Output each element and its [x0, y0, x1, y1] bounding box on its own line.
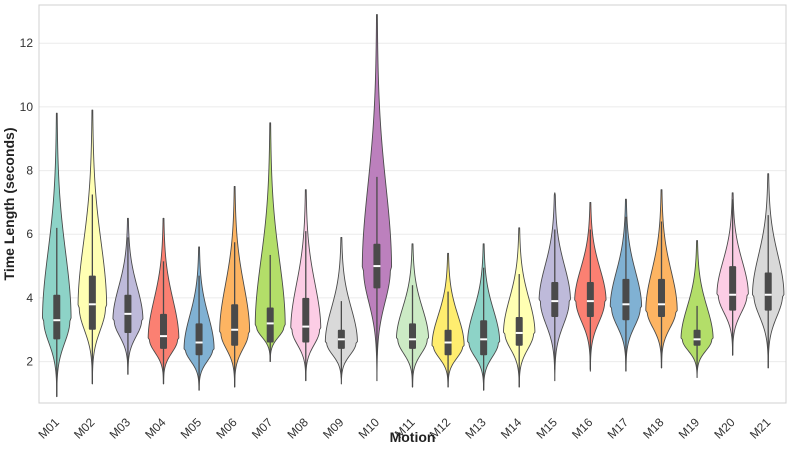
iqr-box-M14: [515, 317, 523, 346]
x-tick-label: M17: [605, 415, 632, 442]
x-axis-title: Motion: [390, 429, 436, 445]
x-tick-label: M18: [640, 415, 667, 442]
y-tick-label: 4: [26, 291, 33, 305]
iqr-box-M15: [551, 282, 559, 318]
iqr-box-M13: [480, 320, 488, 356]
iqr-box-M21: [764, 272, 772, 311]
iqr-box-M02: [88, 275, 96, 330]
x-tick-label: M06: [213, 415, 240, 442]
x-tick-label: M16: [569, 415, 596, 442]
x-tick-label: M19: [676, 415, 703, 442]
y-axis-title: Time Length (seconds): [1, 128, 17, 281]
x-tick-label: M14: [498, 415, 525, 442]
x-tick-label: M20: [711, 415, 738, 442]
iqr-box-M06: [231, 304, 239, 346]
x-tick-label: M04: [142, 415, 169, 442]
iqr-box-M19: [693, 329, 701, 346]
x-tick-label: M02: [71, 415, 98, 442]
x-tick-label: M08: [285, 415, 312, 442]
iqr-box-M17: [622, 278, 630, 321]
y-tick-label: 6: [26, 227, 33, 241]
y-axis-ticks: 2 4 6 8 10 12: [20, 36, 34, 368]
box-layer: [53, 176, 772, 397]
x-tick-label: M21: [747, 415, 774, 442]
x-tick-label: M10: [356, 415, 383, 442]
x-tick-label: M07: [249, 415, 276, 442]
iqr-box-M07: [266, 307, 274, 343]
x-tick-label: M01: [36, 415, 63, 442]
x-tick-label: M13: [462, 415, 489, 442]
x-tick-label: M09: [320, 415, 347, 442]
x-tick-label: M15: [534, 415, 561, 442]
y-tick-label: 10: [20, 100, 34, 114]
iqr-box-M01: [53, 294, 61, 340]
x-tick-label: M05: [178, 415, 205, 442]
plot-frame: [38, 4, 787, 404]
iqr-box-M16: [586, 282, 594, 318]
violin-M07: [254, 122, 286, 363]
y-tick-label: 8: [26, 164, 33, 178]
y-tick-label: 12: [20, 36, 34, 50]
iqr-box-M20: [729, 266, 737, 311]
iqr-box-M04: [160, 313, 167, 349]
y-tick-label: 2: [26, 355, 33, 369]
iqr-box-M11: [409, 323, 416, 349]
iqr-box-M18: [658, 278, 665, 318]
iqr-box-M08: [302, 297, 310, 343]
x-tick-label: M03: [107, 415, 134, 442]
iqr-box-M05: [195, 323, 203, 356]
